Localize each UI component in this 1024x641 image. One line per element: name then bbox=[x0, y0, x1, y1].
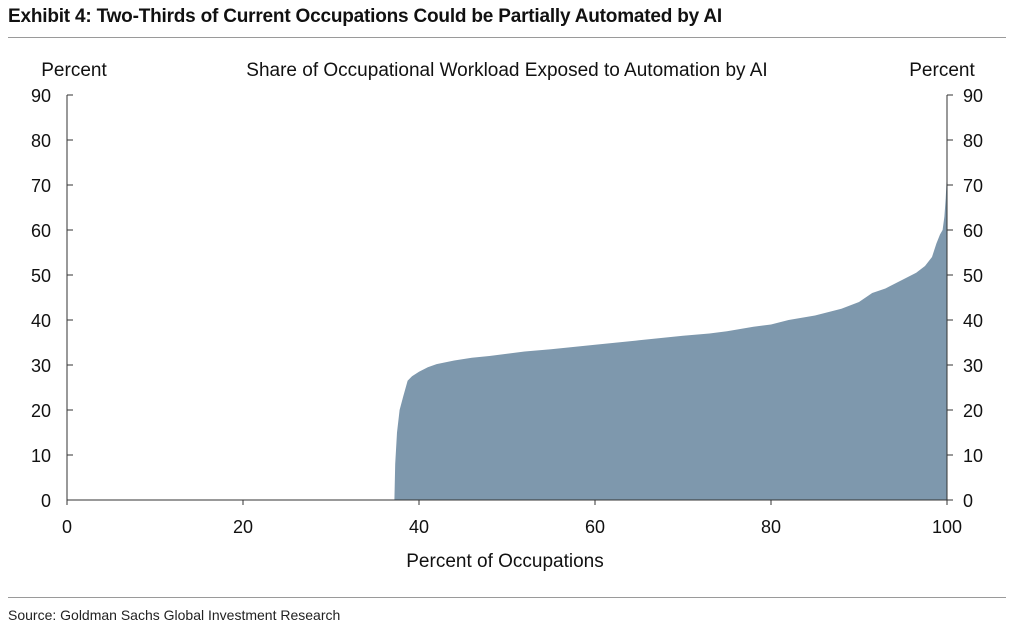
left-y-tick-label: 10 bbox=[31, 446, 51, 466]
left-y-tick-label: 20 bbox=[31, 401, 51, 421]
x-tick-label: 60 bbox=[585, 517, 605, 537]
left-y-tick-label: 90 bbox=[31, 86, 51, 106]
x-axis-label: Percent of Occupations bbox=[406, 551, 604, 572]
area-series bbox=[394, 171, 947, 500]
chart-title: Share of Occupational Workload Exposed t… bbox=[246, 60, 767, 81]
right-y-tick-label: 50 bbox=[963, 266, 983, 286]
right-y-tick-label: 20 bbox=[963, 401, 983, 421]
left-y-tick-label: 50 bbox=[31, 266, 51, 286]
x-tick-label: 0 bbox=[62, 517, 72, 537]
x-tick-label: 40 bbox=[409, 517, 429, 537]
right-y-tick-label: 30 bbox=[963, 356, 983, 376]
left-y-tick-label: 0 bbox=[41, 491, 51, 511]
x-axis-ticks: 0 20 40 60 80 100 bbox=[62, 500, 962, 537]
left-y-tick-label: 60 bbox=[31, 221, 51, 241]
exhibit-title: Exhibit 4: Two-Thirds of Current Occupat… bbox=[8, 6, 722, 27]
right-y-axis-label: Percent bbox=[909, 60, 975, 81]
right-y-tick-label: 70 bbox=[963, 176, 983, 196]
x-tick-label: 20 bbox=[233, 517, 253, 537]
plot-area bbox=[394, 171, 947, 500]
area-chart: 0 20 40 60 80 100 0 10 20 30 40 50 60 70 80 90 0 10 20 30… bbox=[31, 60, 983, 572]
left-y-axis-ticks: 0 10 20 30 40 50 60 70 80 90 bbox=[31, 86, 73, 511]
right-y-tick-label: 60 bbox=[963, 221, 983, 241]
left-y-axis-label: Percent bbox=[41, 60, 107, 81]
right-y-tick-label: 40 bbox=[963, 311, 983, 331]
left-y-tick-label: 30 bbox=[31, 356, 51, 376]
left-y-tick-label: 40 bbox=[31, 311, 51, 331]
left-y-tick-label: 80 bbox=[31, 131, 51, 151]
left-y-tick-label: 70 bbox=[31, 176, 51, 196]
title-divider bbox=[8, 37, 1006, 38]
right-y-tick-label: 0 bbox=[963, 491, 973, 511]
right-y-tick-label: 90 bbox=[963, 86, 983, 106]
x-tick-label: 80 bbox=[761, 517, 781, 537]
right-y-tick-label: 80 bbox=[963, 131, 983, 151]
x-tick-label: 100 bbox=[932, 517, 962, 537]
right-y-axis-ticks: 0 10 20 30 40 50 60 70 80 90 bbox=[947, 86, 983, 511]
source-divider bbox=[8, 597, 1006, 598]
right-y-tick-label: 10 bbox=[963, 446, 983, 466]
source-note: Source: Goldman Sachs Global Investment … bbox=[8, 607, 341, 623]
